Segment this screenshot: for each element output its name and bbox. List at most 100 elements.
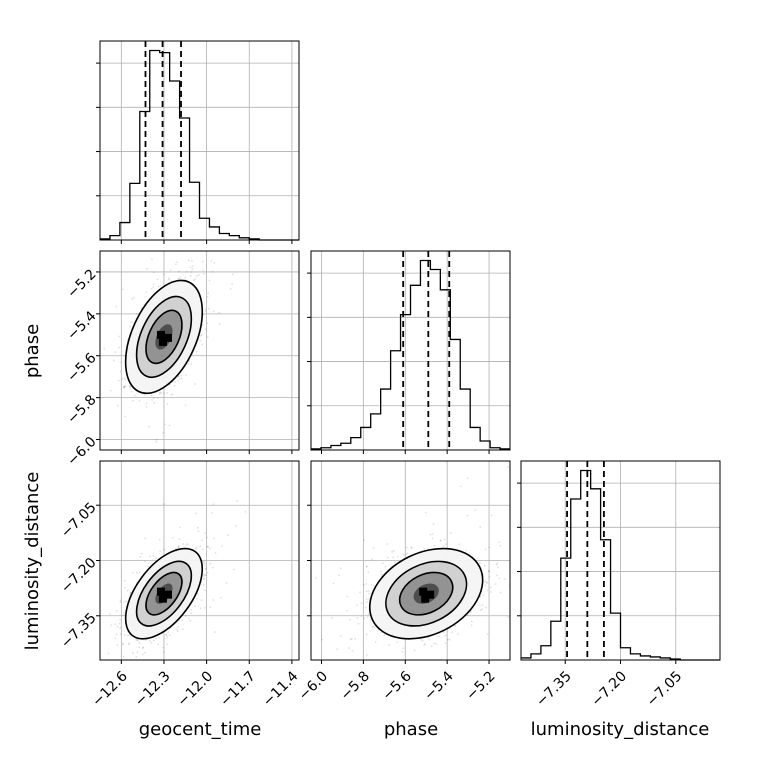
x-tick-label-geocent-time: −12.0 <box>175 668 217 710</box>
y-tick-label-phase: −5.8 <box>64 392 99 427</box>
density-peak <box>156 587 165 596</box>
sample-point <box>162 273 165 276</box>
sample-point <box>193 605 196 608</box>
sample-point <box>187 617 190 620</box>
histogram-phase <box>311 259 510 450</box>
sample-point <box>439 539 442 542</box>
sample-point <box>218 322 221 325</box>
sample-point <box>173 385 176 387</box>
sample-point <box>176 277 179 280</box>
sample-point <box>190 609 193 612</box>
sample-point <box>163 392 165 395</box>
sample-point <box>205 574 208 577</box>
sample-point <box>197 530 200 533</box>
sample-point <box>182 628 184 631</box>
sample-point <box>158 636 160 639</box>
sample-point <box>162 651 165 654</box>
sample-point <box>229 287 232 290</box>
sample-point <box>205 536 208 539</box>
sample-point <box>196 526 199 529</box>
sample-point <box>203 272 206 275</box>
sample-point <box>231 273 234 276</box>
sample-point <box>128 384 131 387</box>
hist2d-panel-phase-vs-luminosity-distance: −6.0 −5.8 −5.6 −5.4 −5.2 <box>296 460 511 704</box>
sample-point <box>129 325 131 328</box>
sample-point <box>478 604 481 607</box>
y-tick-label-phase: −5.2 <box>64 266 99 301</box>
sample-point <box>187 543 189 546</box>
sample-point <box>163 548 166 551</box>
sample-point <box>184 404 187 407</box>
sample-point <box>346 595 349 598</box>
sample-point <box>160 391 163 394</box>
sample-point <box>392 556 395 559</box>
sample-point <box>148 425 151 428</box>
sample-point <box>176 628 179 631</box>
sample-point <box>122 655 125 658</box>
sample-point <box>144 560 146 563</box>
sample-point <box>195 275 198 277</box>
sample-point <box>168 278 171 281</box>
sample-point <box>133 494 135 496</box>
sample-point <box>138 571 141 574</box>
sample-point <box>189 266 192 269</box>
sample-point <box>191 260 193 262</box>
sample-point <box>177 270 180 273</box>
sample-point <box>211 270 214 273</box>
sample-point <box>122 643 124 646</box>
sample-point <box>190 271 193 273</box>
sample-point <box>202 578 205 580</box>
sample-point <box>180 374 183 377</box>
sample-point <box>244 510 247 513</box>
sample-point <box>189 619 192 622</box>
sample-point <box>206 322 209 325</box>
sample-point <box>156 397 159 400</box>
sample-point <box>125 600 128 603</box>
sample-point <box>211 229 213 231</box>
sample-point <box>170 241 172 243</box>
sample-point <box>123 385 126 388</box>
sample-point <box>225 582 228 584</box>
sample-point <box>152 639 155 642</box>
sample-point <box>214 552 217 554</box>
sample-point <box>185 543 188 546</box>
sample-point <box>170 394 173 396</box>
sample-point <box>204 310 207 312</box>
sample-point <box>201 324 204 326</box>
sample-point <box>188 360 191 363</box>
sample-point <box>142 647 144 649</box>
sample-point <box>136 651 139 653</box>
hist-panel-luminosity-distance: −7.35 −7.20 −7.05 <box>517 460 721 710</box>
sample-point <box>180 377 183 380</box>
sample-point <box>178 277 181 280</box>
sample-point <box>86 700 88 702</box>
sample-point <box>139 555 142 558</box>
sample-point <box>174 547 177 550</box>
sample-point <box>212 503 215 506</box>
sample-point <box>459 485 462 488</box>
sample-point <box>136 312 138 315</box>
sample-point <box>86 467 88 469</box>
sample-point <box>204 562 206 565</box>
sample-point <box>192 279 195 282</box>
sample-point <box>123 377 126 380</box>
sample-point <box>136 639 138 642</box>
sample-point <box>184 276 187 279</box>
sample-point <box>177 544 180 547</box>
sample-point <box>116 625 119 628</box>
sample-point <box>129 591 132 594</box>
sample-point <box>209 606 212 609</box>
sample-point <box>490 591 492 593</box>
sample-point <box>169 269 172 272</box>
sample-point <box>151 258 153 261</box>
sample-point <box>365 583 368 585</box>
x-tick-label-geocent-time: −11.7 <box>217 668 259 710</box>
sample-point <box>115 633 118 636</box>
sample-point <box>507 616 510 619</box>
sample-point <box>115 305 118 308</box>
sample-point <box>196 237 198 239</box>
sample-point <box>195 547 197 549</box>
x-tick-label-geocent-time: −12.3 <box>132 668 174 710</box>
sample-point <box>131 298 134 300</box>
